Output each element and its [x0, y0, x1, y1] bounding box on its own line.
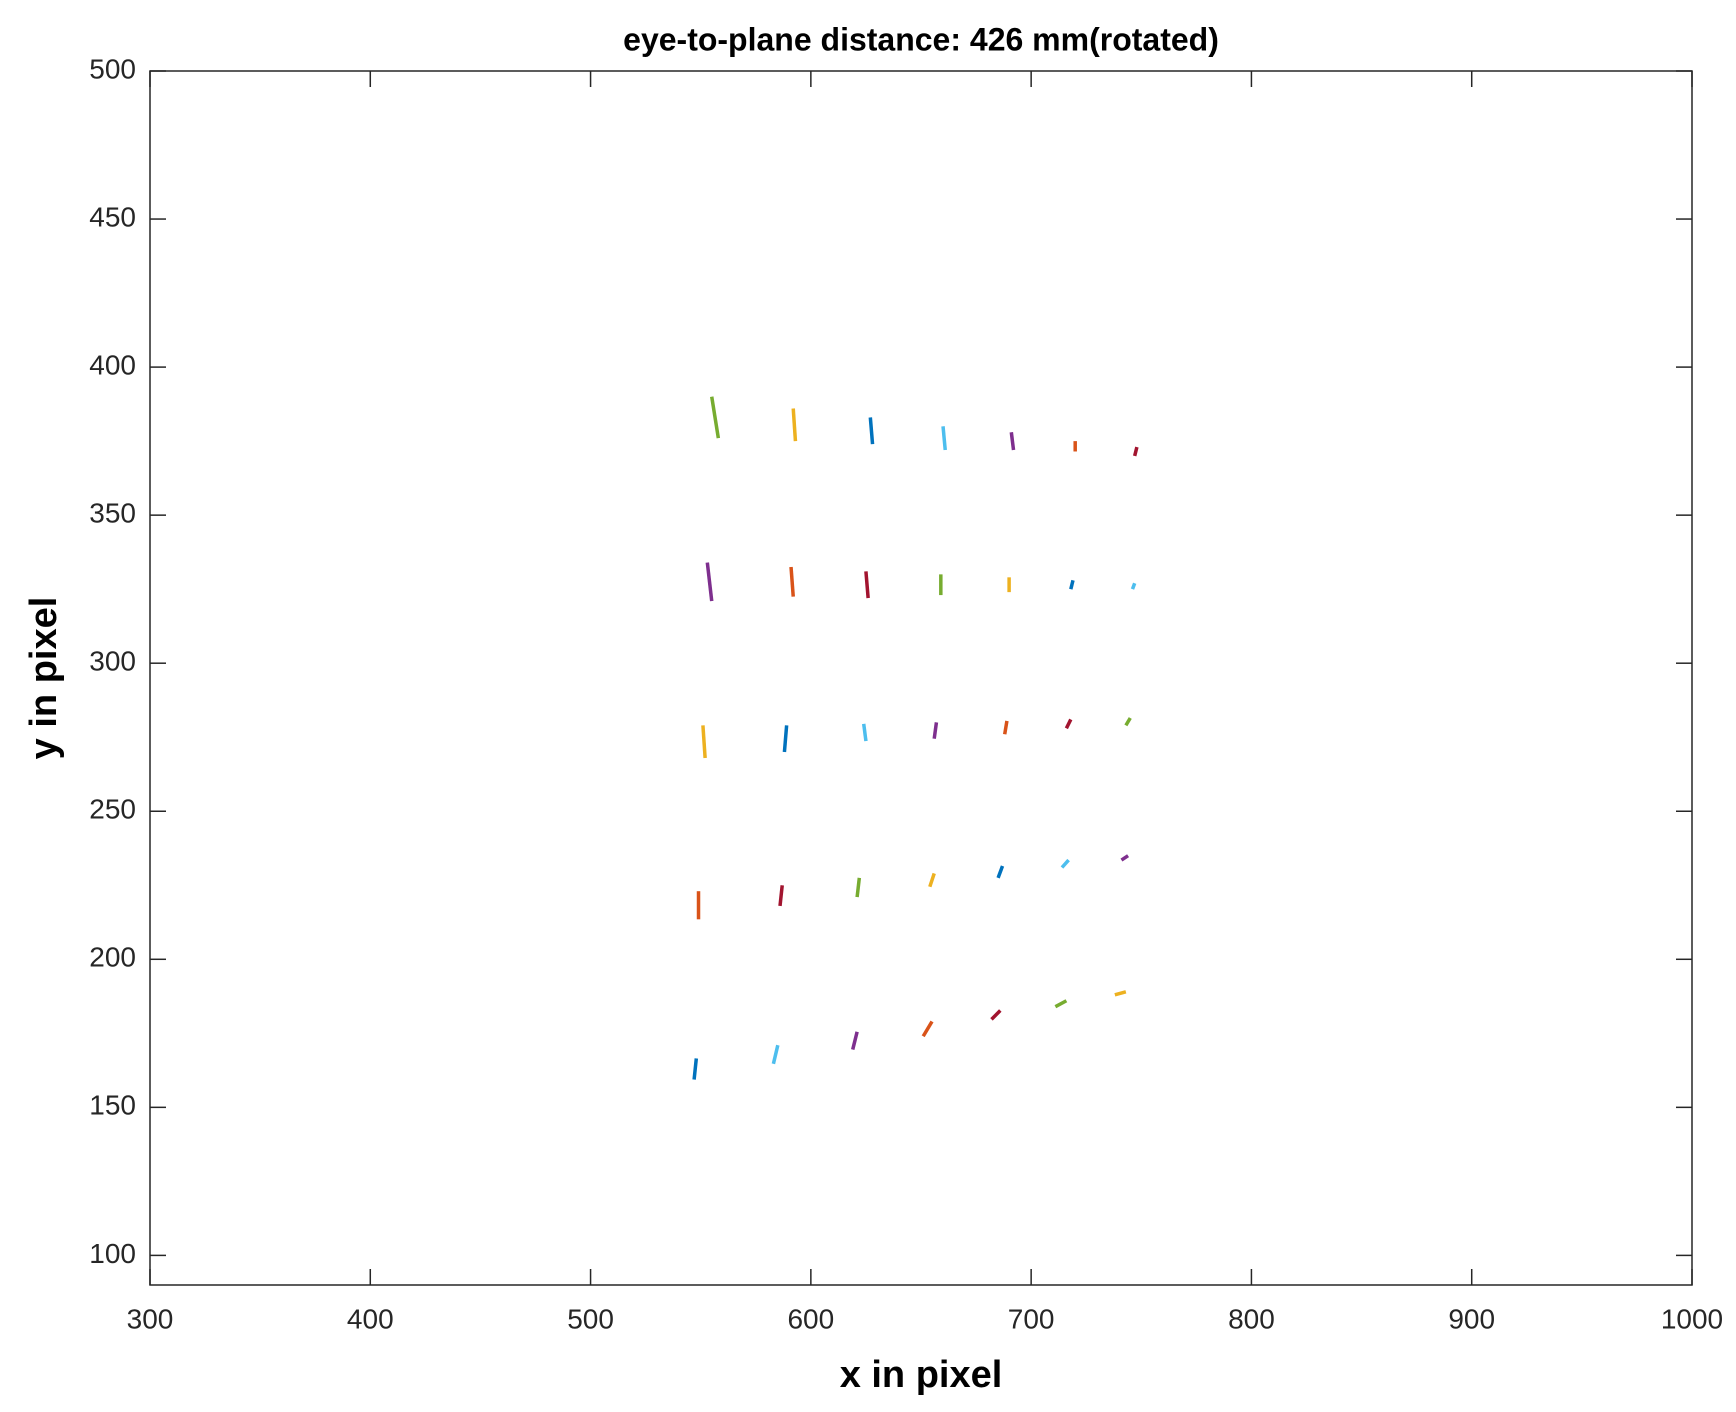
x-tick-label: 1000 [1661, 1303, 1723, 1334]
data-line [771, 1044, 780, 1065]
y-tick-label: 350 [89, 498, 136, 529]
y-tick-label: 450 [89, 201, 136, 232]
y-tick-label: 400 [89, 349, 136, 380]
data-line [1114, 990, 1127, 997]
axes-box [149, 70, 1693, 1286]
y-tick-label: 300 [89, 646, 136, 677]
data-line [692, 1058, 699, 1080]
y-tick-label: 250 [89, 794, 136, 825]
data-line [996, 865, 1005, 879]
x-tick-label: 800 [1228, 1303, 1275, 1334]
data-line [868, 417, 875, 445]
x-tick-label: 700 [1008, 1303, 1055, 1334]
x-tick-label: 600 [787, 1303, 834, 1334]
data-line [941, 426, 947, 451]
y-tick-label: 200 [89, 942, 136, 973]
x-axis-label: x in pixel [840, 1354, 1003, 1396]
x-tick-label: 500 [567, 1303, 614, 1334]
data-line [932, 722, 939, 739]
data-line [1130, 582, 1137, 590]
data-line [1132, 446, 1139, 457]
data-line [710, 396, 721, 439]
data-line [782, 725, 789, 753]
data-line [701, 725, 707, 759]
data-line [1120, 854, 1130, 862]
y-tick-label: 150 [89, 1090, 136, 1121]
chart-title: eye-to-plane distance: 426 mm(rotated) [623, 21, 1219, 57]
data-line [705, 562, 714, 602]
data-line [1124, 717, 1132, 727]
x-tick-label: 400 [347, 1303, 394, 1334]
data-line [855, 877, 862, 898]
data-line [1060, 858, 1070, 869]
data-line [928, 872, 936, 888]
data-line [990, 1009, 1002, 1021]
y-tick-label: 500 [89, 53, 136, 84]
data-line [789, 566, 795, 597]
data-line [921, 1020, 934, 1038]
data-line [778, 885, 784, 907]
data-line [861, 723, 868, 742]
data-line [1064, 718, 1073, 730]
y-axis-label: y in pixel [23, 597, 65, 760]
data-line [864, 571, 870, 599]
x-tick-label: 900 [1448, 1303, 1495, 1334]
data-line [1002, 720, 1009, 735]
data-line [791, 408, 798, 442]
y-tick-label: 100 [89, 1238, 136, 1269]
x-tick-label: 300 [127, 1303, 174, 1334]
data-line [1009, 432, 1016, 451]
data-line [1069, 579, 1075, 590]
data-line [1054, 999, 1068, 1009]
data-line [851, 1031, 859, 1051]
